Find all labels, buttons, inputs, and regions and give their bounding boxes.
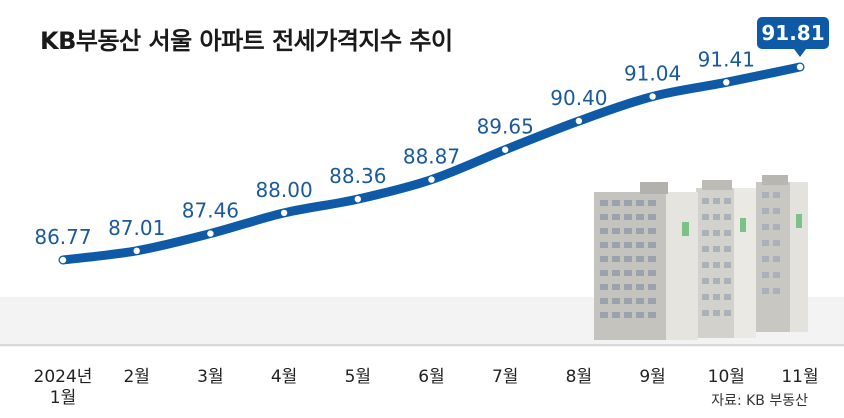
data-label: 88.00	[255, 178, 312, 202]
x-tick-label: 9월	[639, 367, 665, 387]
highlight-callout: 91.81	[757, 17, 829, 57]
data-point	[59, 256, 67, 264]
series-layer: 86.77 87.01 87.46 88.00 88.36 88.87 89.65 90.40…	[34, 17, 829, 265]
data-point	[133, 247, 140, 255]
chart-title: KB부동산 서울 아파트 전세가격지수 추이	[40, 27, 453, 55]
highlight-pointer	[794, 49, 806, 57]
data-label: 88.36	[329, 164, 386, 188]
highlight-box	[757, 17, 829, 49]
data-label: 86.77	[34, 225, 91, 249]
x-tick-label: 4월	[271, 367, 297, 387]
data-label: 90.40	[550, 86, 607, 110]
x-tick-label: 5월	[345, 367, 371, 387]
x-tick-label: 10월	[708, 367, 745, 387]
data-point	[428, 176, 435, 183]
x-tick-label: 8월	[566, 367, 592, 387]
data-label: 87.01	[108, 216, 165, 240]
data-point	[723, 79, 730, 86]
x-tick-labels: 2024년 1월 2월 3월 4월 5월 6월 7월 8월 9월 10월 11월	[34, 367, 819, 408]
x-tick-label: 6월	[418, 367, 444, 387]
x-tick-label: 2024년 1월	[34, 367, 93, 408]
data-label: 91.04	[624, 61, 681, 85]
data-label: 88.87	[403, 145, 460, 169]
data-label-highlight: 91.81	[761, 21, 824, 45]
data-point	[502, 146, 509, 153]
source-note: 자료: KB 부동산	[711, 393, 808, 409]
x-tick-label: 11월	[781, 367, 818, 387]
x-tick-label: 3월	[197, 367, 223, 387]
data-label: 89.65	[477, 115, 534, 139]
x-tick-label: 7월	[492, 367, 518, 387]
data-label: 91.41	[698, 47, 755, 71]
data-point	[207, 230, 214, 237]
data-point	[796, 63, 804, 71]
data-point	[280, 209, 288, 217]
data-point	[354, 195, 361, 203]
apartment-illustration-icon	[594, 175, 808, 340]
data-point	[575, 117, 583, 125]
data-label: 87.46	[182, 199, 239, 223]
data-point	[649, 93, 656, 100]
x-tick-label: 2월	[123, 367, 149, 387]
